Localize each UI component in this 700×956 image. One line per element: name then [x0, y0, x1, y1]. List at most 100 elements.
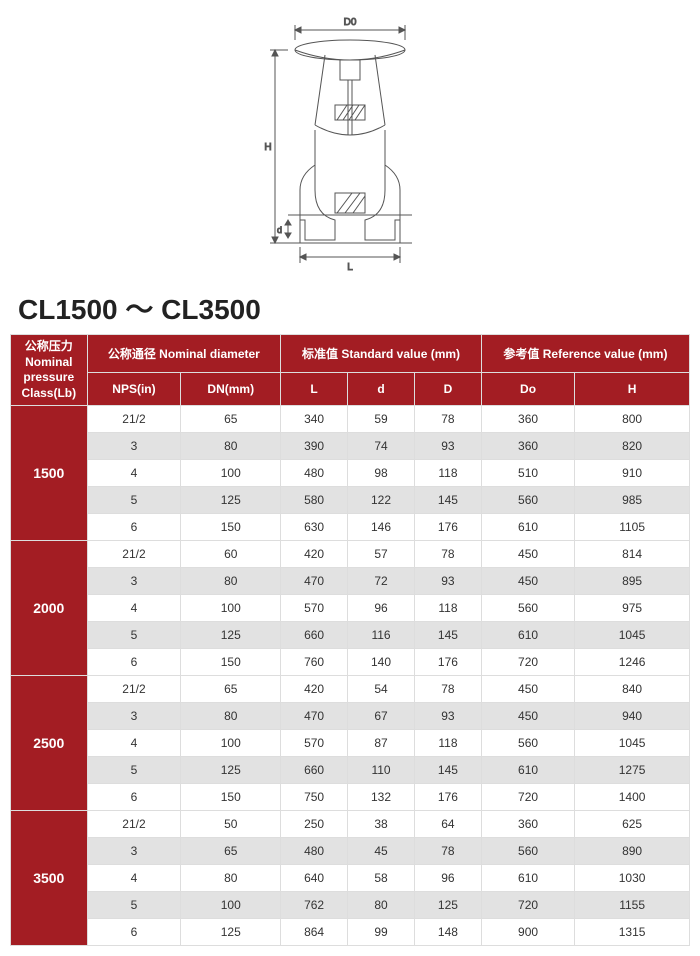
data-cell: 480 — [281, 460, 348, 487]
data-cell: 150 — [181, 784, 281, 811]
data-cell: 145 — [414, 487, 481, 514]
data-cell: 1045 — [575, 622, 690, 649]
data-cell: 100 — [181, 595, 281, 622]
data-cell: 67 — [348, 703, 415, 730]
table-row: 48064058966101030 — [11, 865, 690, 892]
col-d: d — [348, 372, 415, 406]
data-cell: 1030 — [575, 865, 690, 892]
table-row: 5100762801257201155 — [11, 892, 690, 919]
data-cell: 78 — [414, 406, 481, 433]
data-cell: 720 — [481, 649, 574, 676]
data-cell: 360 — [481, 811, 574, 838]
data-cell: 1275 — [575, 757, 690, 784]
data-cell: 4 — [87, 865, 181, 892]
data-cell: 890 — [575, 838, 690, 865]
data-cell: 118 — [414, 460, 481, 487]
data-cell: 150 — [181, 649, 281, 676]
data-cell: 72 — [348, 568, 415, 595]
data-cell: 21/2 — [87, 676, 181, 703]
data-cell: 975 — [575, 595, 690, 622]
data-cell: 118 — [414, 595, 481, 622]
data-cell: 93 — [414, 703, 481, 730]
data-cell: 560 — [481, 838, 574, 865]
data-cell: 610 — [481, 622, 574, 649]
data-cell: 625 — [575, 811, 690, 838]
data-cell: 6 — [87, 514, 181, 541]
data-cell: 6 — [87, 784, 181, 811]
col-do: Do — [481, 372, 574, 406]
data-cell: 93 — [414, 568, 481, 595]
data-cell: 21/2 — [87, 811, 181, 838]
data-cell: 570 — [281, 595, 348, 622]
data-cell: 450 — [481, 568, 574, 595]
data-cell: 100 — [181, 730, 281, 757]
data-cell: 895 — [575, 568, 690, 595]
data-cell: 80 — [181, 865, 281, 892]
data-cell: 6 — [87, 649, 181, 676]
data-cell: 146 — [348, 514, 415, 541]
data-cell: 450 — [481, 541, 574, 568]
data-cell: 80 — [181, 703, 281, 730]
data-cell: 420 — [281, 541, 348, 568]
data-cell: 420 — [281, 676, 348, 703]
data-cell: 910 — [575, 460, 690, 487]
data-cell: 3 — [87, 433, 181, 460]
data-cell: 110 — [348, 757, 415, 784]
data-cell: 470 — [281, 703, 348, 730]
data-cell: 760 — [281, 649, 348, 676]
data-cell: 570 — [281, 730, 348, 757]
data-cell: 5 — [87, 487, 181, 514]
data-cell: 4 — [87, 730, 181, 757]
data-cell: 814 — [575, 541, 690, 568]
class-cell: 2500 — [11, 676, 88, 811]
data-cell: 560 — [481, 487, 574, 514]
data-cell: 800 — [575, 406, 690, 433]
data-cell: 38 — [348, 811, 415, 838]
data-cell: 560 — [481, 730, 574, 757]
table-row: 200021/2604205778450814 — [11, 541, 690, 568]
data-cell: 80 — [181, 568, 281, 595]
table-row: 6125864991489001315 — [11, 919, 690, 946]
data-cell: 125 — [181, 487, 281, 514]
table-row: 5125580122145560985 — [11, 487, 690, 514]
dim-h: H — [264, 142, 271, 153]
data-cell: 720 — [481, 784, 574, 811]
data-cell: 58 — [348, 865, 415, 892]
data-cell: 610 — [481, 514, 574, 541]
data-cell: 100 — [181, 892, 281, 919]
data-cell: 50 — [181, 811, 281, 838]
data-cell: 122 — [348, 487, 415, 514]
data-cell: 1400 — [575, 784, 690, 811]
table-row: 410057096118560975 — [11, 595, 690, 622]
table-row: 4100570871185601045 — [11, 730, 690, 757]
table-row: 3803907493360820 — [11, 433, 690, 460]
col-nps: NPS(in) — [87, 372, 181, 406]
col-dn: DN(mm) — [181, 372, 281, 406]
spec-table: 公称压力 Nominal pressure Class(Lb) 公称通径 Nom… — [10, 334, 690, 946]
data-cell: 78 — [414, 838, 481, 865]
valve-diagram: D0 — [10, 10, 690, 280]
data-cell: 96 — [414, 865, 481, 892]
col-group-nominal: 公称通径 Nominal diameter — [87, 335, 281, 373]
data-cell: 93 — [414, 433, 481, 460]
data-cell: 99 — [348, 919, 415, 946]
table-row: 61507601401767201246 — [11, 649, 690, 676]
data-cell: 4 — [87, 595, 181, 622]
table-row: 250021/2654205478450840 — [11, 676, 690, 703]
table-row: 350021/2502503864360625 — [11, 811, 690, 838]
data-cell: 98 — [348, 460, 415, 487]
data-cell: 762 — [281, 892, 348, 919]
data-cell: 87 — [348, 730, 415, 757]
data-cell: 65 — [181, 406, 281, 433]
data-cell: 116 — [348, 622, 415, 649]
data-cell: 630 — [281, 514, 348, 541]
data-cell: 74 — [348, 433, 415, 460]
data-cell: 580 — [281, 487, 348, 514]
dim-l: L — [347, 262, 353, 273]
col-group-reference: 参考值 Reference value (mm) — [481, 335, 689, 373]
data-cell: 6 — [87, 919, 181, 946]
data-cell: 720 — [481, 892, 574, 919]
col-H: H — [575, 372, 690, 406]
data-cell: 45 — [348, 838, 415, 865]
data-cell: 900 — [481, 919, 574, 946]
